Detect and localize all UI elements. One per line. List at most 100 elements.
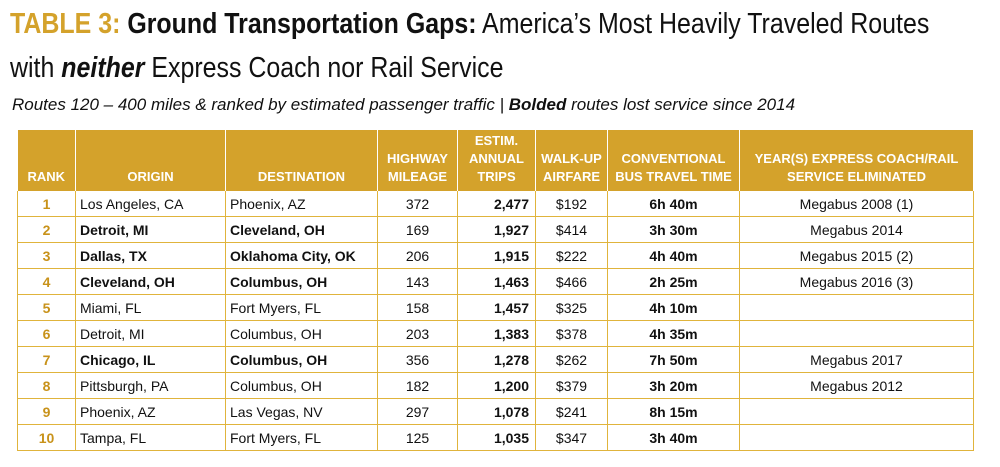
table-cell-airfare: $192: [535, 191, 608, 217]
table-cell-airfare: $347: [535, 424, 608, 451]
table-cell-trips: 1,078: [457, 398, 536, 425]
table-cell-airfare: $414: [535, 216, 608, 243]
table-row: 8 Pittsburgh, PA Columbus, OH 182 1,200 $379 3…: [17, 372, 974, 399]
table-cell-destination: Columbus, OH: [225, 320, 378, 347]
table-cell-origin: Pittsburgh, PA: [75, 372, 226, 399]
routes-table: RANK ORIGIN DESTINATION HIGHWAY MILEAGE …: [17, 130, 974, 451]
title-line-1: TABLE 3: Ground Transportation Gaps: Ame…: [10, 2, 929, 46]
table-cell-eliminated: Megabus 2008 (1): [739, 191, 974, 217]
title-line-2: with neither Express Coach nor Rail Serv…: [10, 46, 857, 90]
table-cell-origin: Miami, FL: [75, 294, 226, 321]
table-subtitle: Routes 120 – 400 miles & ranked by estim…: [12, 95, 795, 115]
table-cell-time: 4h 40m: [607, 242, 740, 269]
header-mileage: HIGHWAY MILEAGE: [377, 130, 458, 191]
table-cell-time: 3h 40m: [607, 424, 740, 451]
table-body: 1 Los Angeles, CA Phoenix, AZ 372 2,477 $192 6…: [17, 191, 974, 451]
table-cell-rank: 2: [17, 216, 76, 243]
table-title: TABLE 3: Ground Transportation Gaps: Ame…: [10, 2, 929, 90]
table-cell-time: 3h 30m: [607, 216, 740, 243]
table-cell-mileage: 203: [377, 320, 458, 347]
table-cell-mileage: 372: [377, 191, 458, 217]
table-cell-trips: 1,200: [457, 372, 536, 399]
table-cell-trips: 1,035: [457, 424, 536, 451]
table-cell-airfare: $466: [535, 268, 608, 295]
header-bus-time: CONVENTIONAL BUS TRAVEL TIME: [607, 130, 740, 191]
table-cell-eliminated: Megabus 2016 (3): [739, 268, 974, 295]
table-cell-airfare: $378: [535, 320, 608, 347]
table-cell-time: 4h 10m: [607, 294, 740, 321]
table-cell-time: 3h 20m: [607, 372, 740, 399]
table-cell-eliminated: [739, 398, 974, 425]
table-cell-origin: Dallas, TX: [75, 242, 226, 269]
table-cell-time: 6h 40m: [607, 191, 740, 217]
table-cell-time: 4h 35m: [607, 320, 740, 347]
table-row: 1 Los Angeles, CA Phoenix, AZ 372 2,477 $192 6…: [17, 191, 974, 217]
table-row: 3 Dallas, TX Oklahoma City, OK 206 1,915 $222…: [17, 242, 974, 269]
title-emphasis: neither: [61, 52, 145, 84]
table-row: 6 Detroit, MI Columbus, OH 203 1,383 $378 4h 3…: [17, 320, 974, 347]
table-cell-destination: Phoenix, AZ: [225, 191, 378, 217]
title-line2-prefix: with: [10, 52, 55, 84]
table-cell-trips: 1,927: [457, 216, 536, 243]
table-cell-mileage: 356: [377, 346, 458, 373]
table-cell-airfare: $325: [535, 294, 608, 321]
table-row: 2 Detroit, MI Cleveland, OH 169 1,927 $414 3h …: [17, 216, 974, 243]
table-cell-origin: Cleveland, OH: [75, 268, 226, 295]
subtitle-bold: Bolded: [508, 95, 567, 114]
table-cell-rank: 8: [17, 372, 76, 399]
table-cell-time: 8h 15m: [607, 398, 740, 425]
subtitle-tail: routes lost service since 2014: [571, 95, 796, 114]
table-cell-eliminated: Megabus 2012: [739, 372, 974, 399]
table-cell-rank: 1: [17, 191, 76, 217]
table-cell-origin: Chicago, IL: [75, 346, 226, 373]
table-cell-origin: Tampa, FL: [75, 424, 226, 451]
table-cell-rank: 3: [17, 242, 76, 269]
table-row: 9 Phoenix, AZ Las Vegas, NV 297 1,078 $241 8h …: [17, 398, 974, 425]
table-cell-mileage: 125: [377, 424, 458, 451]
table-row: 4 Cleveland, OH Columbus, OH 143 1,463 $466 2h…: [17, 268, 974, 295]
title-bold-part: Ground Transportation Gaps:: [127, 8, 477, 40]
table-cell-eliminated: [739, 320, 974, 347]
header-rank: RANK: [17, 130, 76, 191]
table-cell-eliminated: [739, 294, 974, 321]
table-cell-airfare: $379: [535, 372, 608, 399]
table-cell-airfare: $222: [535, 242, 608, 269]
table-cell-destination: Cleveland, OH: [225, 216, 378, 243]
table-cell-origin: Detroit, MI: [75, 320, 226, 347]
table-cell-origin: Detroit, MI: [75, 216, 226, 243]
header-airfare: WALK-UP AIRFARE: [535, 130, 608, 191]
table-cell-destination: Columbus, OH: [225, 268, 378, 295]
table-cell-destination: Columbus, OH: [225, 372, 378, 399]
table-cell-trips: 1,278: [457, 346, 536, 373]
table-cell-destination: Las Vegas, NV: [225, 398, 378, 425]
table-row: 10 Tampa, FL Fort Myers, FL 125 1,035 $347 3h …: [17, 424, 974, 451]
table-cell-eliminated: Megabus 2017: [739, 346, 974, 373]
table-number-label: TABLE 3:: [10, 8, 121, 40]
table-cell-trips: 1,457: [457, 294, 536, 321]
header-origin: ORIGIN: [75, 130, 226, 191]
table-cell-rank: 5: [17, 294, 76, 321]
table-cell-mileage: 158: [377, 294, 458, 321]
table-cell-time: 7h 50m: [607, 346, 740, 373]
table-cell-rank: 10: [17, 424, 76, 451]
header-destination: DESTINATION: [225, 130, 378, 191]
table-cell-airfare: $262: [535, 346, 608, 373]
table-cell-destination: Columbus, OH: [225, 346, 378, 373]
table-cell-mileage: 182: [377, 372, 458, 399]
table-row: 7 Chicago, IL Columbus, OH 356 1,278 $262 7h 5…: [17, 346, 974, 373]
table-cell-rank: 9: [17, 398, 76, 425]
table-cell-mileage: 206: [377, 242, 458, 269]
table-cell-origin: Phoenix, AZ: [75, 398, 226, 425]
table-cell-trips: 1,383: [457, 320, 536, 347]
table-cell-destination: Fort Myers, FL: [225, 294, 378, 321]
table-cell-trips: 1,915: [457, 242, 536, 269]
table-cell-rank: 7: [17, 346, 76, 373]
table-cell-mileage: 143: [377, 268, 458, 295]
table-cell-mileage: 297: [377, 398, 458, 425]
header-trips: ESTIM. ANNUAL TRIPS: [457, 130, 536, 191]
title-rest: America’s Most Heavily Traveled Routes: [482, 8, 930, 40]
table-cell-eliminated: Megabus 2015 (2): [739, 242, 974, 269]
table-cell-eliminated: [739, 424, 974, 451]
table-cell-mileage: 169: [377, 216, 458, 243]
